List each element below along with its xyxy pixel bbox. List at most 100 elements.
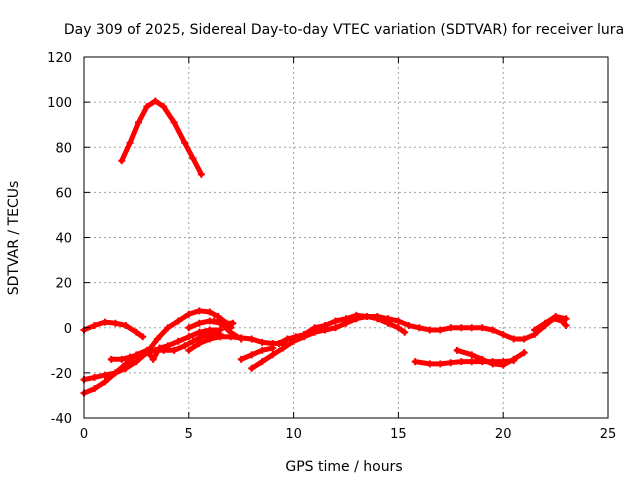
- data-point: [311, 324, 319, 332]
- data-point: [197, 170, 205, 178]
- data-point: [457, 358, 465, 366]
- data-point: [541, 319, 549, 327]
- series-arc-13: [453, 346, 528, 369]
- data-point: [292, 333, 300, 341]
- y-tick-label: -40: [51, 412, 72, 427]
- data-point: [478, 355, 486, 363]
- x-tick-label: 25: [600, 427, 617, 442]
- data-point: [269, 351, 277, 359]
- x-tick-label: 15: [390, 427, 407, 442]
- data-point: [206, 335, 214, 343]
- data-point: [164, 324, 172, 332]
- data-point: [134, 118, 142, 126]
- data-point: [134, 351, 142, 359]
- x-tick-label: 0: [80, 427, 88, 442]
- data-point: [153, 335, 161, 343]
- series-line: [532, 314, 569, 333]
- y-tick-label: 20: [55, 277, 72, 292]
- data-point: [111, 319, 119, 327]
- data-point: [101, 371, 109, 379]
- data-point: [436, 360, 444, 368]
- data-point: [552, 312, 560, 320]
- y-tick-label: 100: [47, 96, 72, 111]
- series-line: [81, 308, 234, 383]
- data-point: [143, 349, 151, 357]
- data-point: [453, 346, 461, 354]
- data-point: [300, 331, 308, 339]
- data-point: [237, 355, 245, 363]
- data-point: [562, 315, 570, 323]
- data-point: [111, 369, 119, 377]
- data-point: [122, 364, 130, 372]
- data-point: [185, 310, 193, 318]
- data-point: [436, 326, 444, 334]
- data-point: [227, 328, 235, 336]
- data-point: [126, 139, 134, 147]
- data-point: [220, 319, 228, 327]
- data-point: [101, 378, 109, 386]
- data-point: [531, 326, 539, 334]
- data-point: [426, 326, 434, 334]
- chart-title: Day 309 of 2025, Sidereal Day-to-day VTE…: [64, 22, 624, 38]
- data-point: [90, 321, 98, 329]
- data-point: [122, 321, 130, 329]
- data-point: [405, 321, 413, 329]
- data-point: [447, 359, 455, 367]
- data-point: [258, 358, 266, 366]
- y-tick-label: 120: [47, 51, 72, 66]
- series-arc-10: [248, 312, 409, 372]
- data-point: [185, 346, 193, 354]
- x-tick-label: 20: [495, 427, 512, 442]
- series-arc-8: [210, 317, 237, 327]
- data-point: [415, 324, 423, 332]
- data-point: [118, 157, 126, 165]
- data-point: [447, 324, 455, 332]
- x-axis-label: GPS time / hours: [285, 459, 402, 475]
- axis-ticks: 0 5 10 15 20 25 -40 -20 0 20 40 60 80 100 120: [47, 51, 616, 442]
- data-point: [185, 324, 193, 332]
- data-point: [174, 337, 182, 345]
- data-point: [160, 346, 168, 354]
- data-point: [332, 317, 340, 325]
- x-tick-label: 10: [285, 427, 302, 442]
- data-point: [384, 315, 392, 323]
- data-point: [139, 333, 147, 341]
- data-point: [489, 326, 497, 334]
- data-point: [510, 335, 518, 343]
- data-point: [510, 355, 518, 363]
- data-point: [197, 333, 205, 341]
- y-tick-label: 80: [55, 141, 72, 156]
- data-point: [468, 324, 476, 332]
- series-arc-2: [80, 318, 147, 341]
- data-point: [342, 315, 350, 323]
- data-point: [332, 324, 340, 332]
- data-point: [426, 360, 434, 368]
- data-point: [373, 312, 381, 320]
- data-point: [363, 312, 371, 320]
- data-point: [279, 344, 287, 352]
- data-point: [210, 317, 218, 325]
- data-point: [90, 373, 98, 381]
- data-series-layer: [80, 97, 570, 397]
- series-arc-1: [118, 97, 205, 178]
- data-point: [248, 335, 256, 343]
- series-arc-11: [275, 311, 570, 348]
- data-point: [170, 346, 178, 354]
- data-point: [394, 324, 402, 332]
- data-point: [206, 308, 214, 316]
- data-point: [411, 358, 419, 366]
- data-point: [107, 355, 115, 363]
- data-point: [151, 346, 159, 354]
- data-point: [248, 364, 256, 372]
- data-point: [229, 319, 237, 327]
- series-line: [81, 319, 146, 340]
- series-line: [412, 358, 517, 367]
- data-point: [457, 324, 465, 332]
- data-point: [149, 355, 157, 363]
- y-tick-label: 0: [64, 322, 72, 337]
- data-point: [489, 360, 497, 368]
- series-arc-14: [531, 312, 570, 334]
- data-point: [101, 318, 109, 326]
- data-point: [174, 317, 182, 325]
